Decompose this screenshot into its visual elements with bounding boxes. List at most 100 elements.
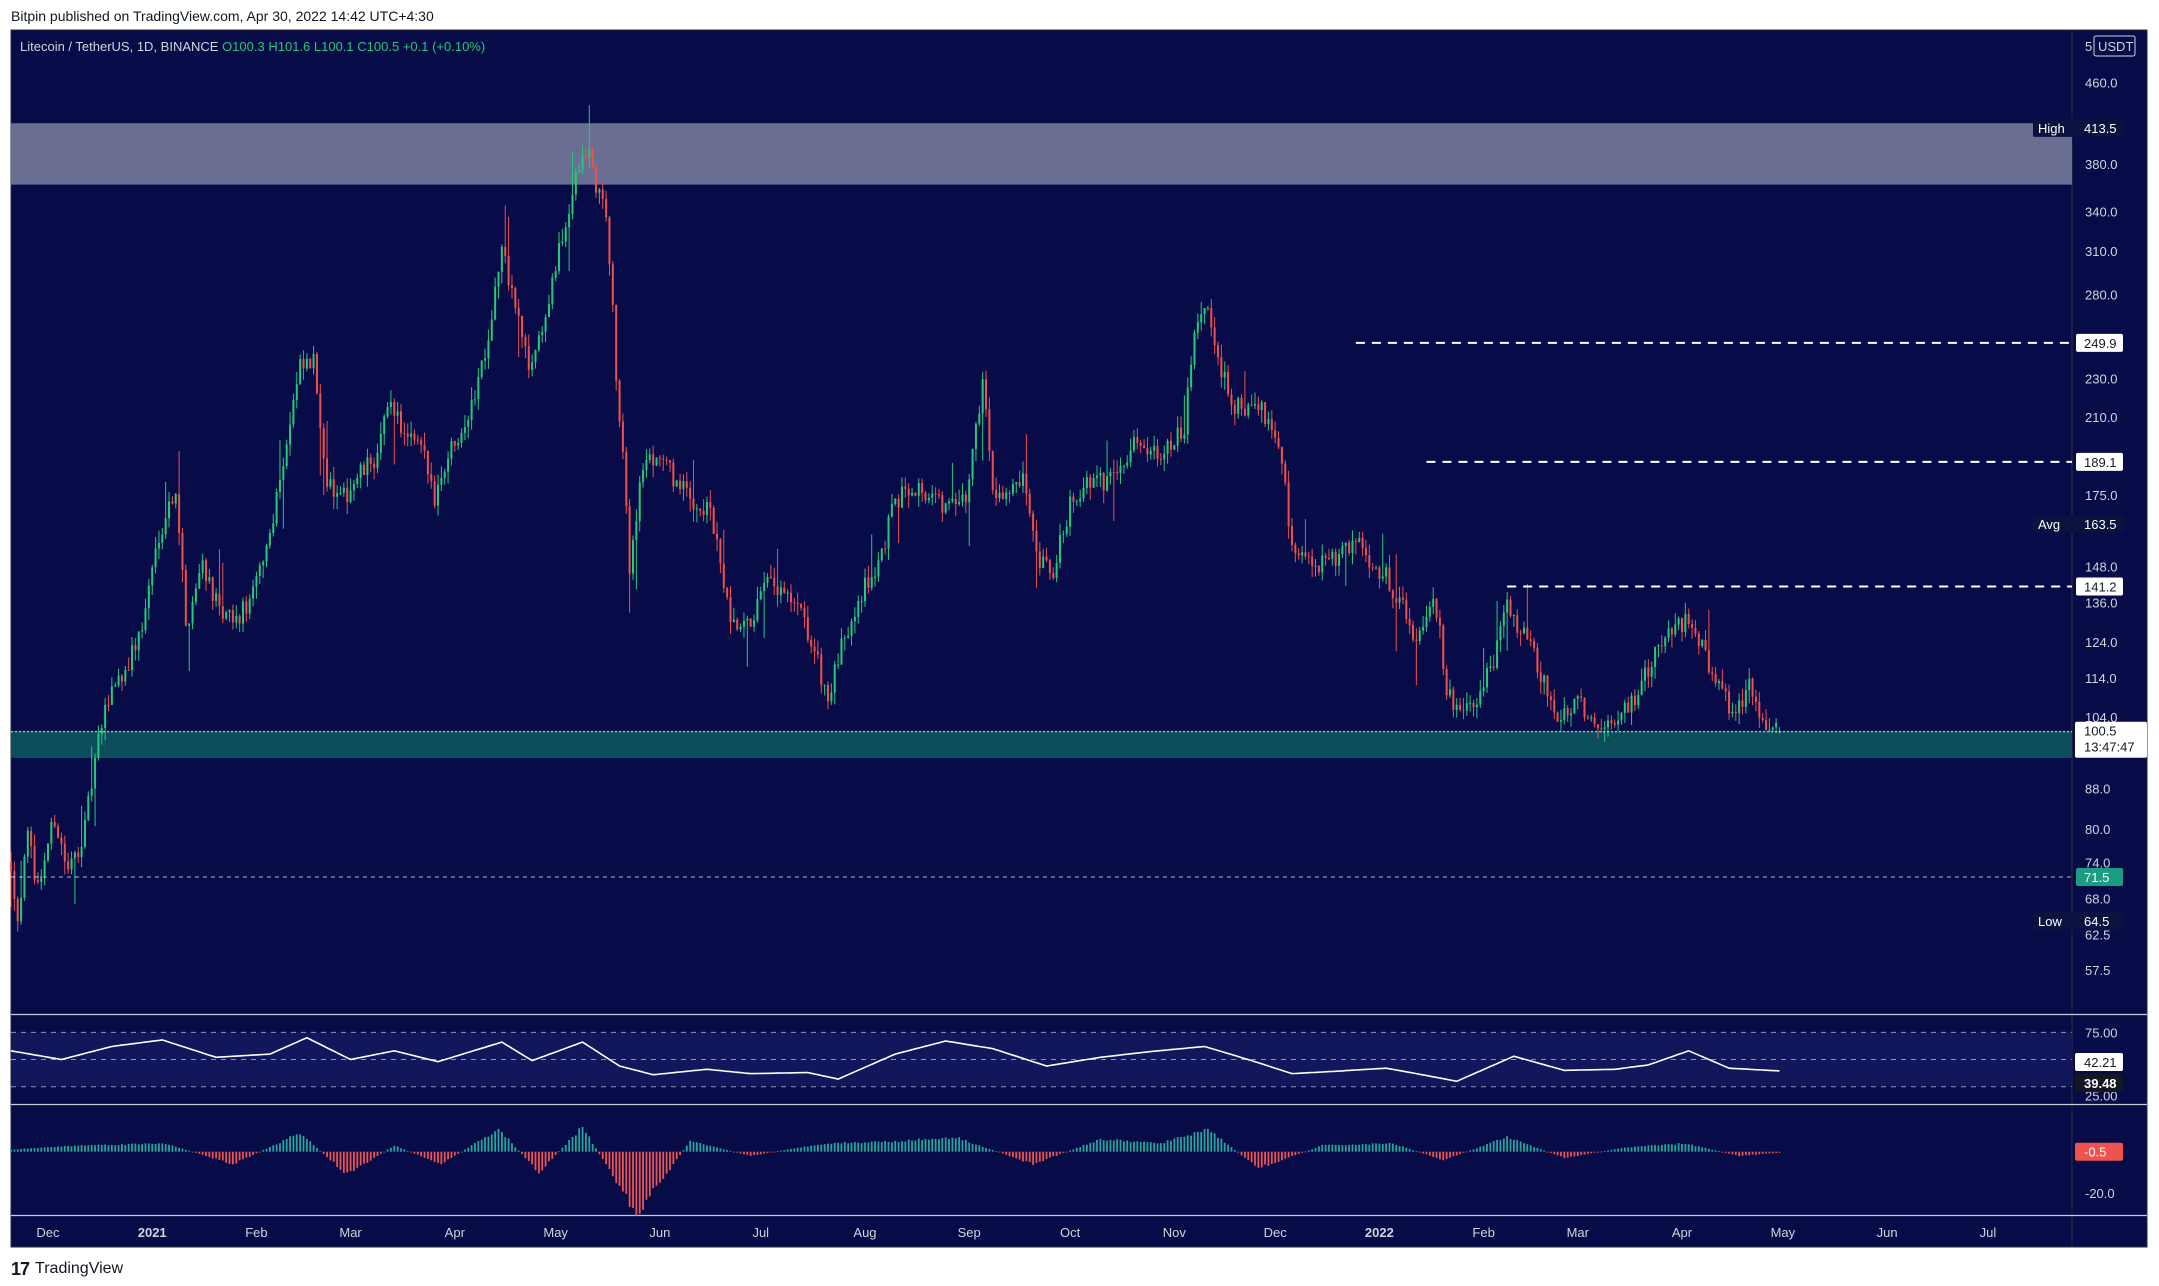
macd-bar bbox=[511, 1143, 513, 1152]
macd-bar bbox=[1052, 1151, 1055, 1157]
macd-bar bbox=[769, 1151, 772, 1153]
candle-body bbox=[1375, 567, 1378, 569]
macd-bar bbox=[255, 1151, 258, 1154]
candle-body bbox=[40, 875, 43, 882]
tradingview-brand[interactable]: 17 TradingView bbox=[11, 1258, 123, 1280]
macd-bar bbox=[1613, 1149, 1616, 1152]
macd-bar bbox=[433, 1151, 436, 1162]
candle-body bbox=[601, 189, 604, 199]
macd-bar bbox=[1442, 1151, 1445, 1161]
macd-bar bbox=[36, 1148, 39, 1152]
candle-body bbox=[793, 602, 796, 604]
legend-symbol: Litecoin / TetherUS, 1D, BINANCE bbox=[20, 39, 222, 54]
candle-body bbox=[1062, 534, 1065, 536]
macd-bar bbox=[26, 1148, 29, 1152]
macd-bar bbox=[275, 1144, 278, 1152]
macd-bar bbox=[87, 1145, 90, 1152]
macd-bar bbox=[33, 1147, 36, 1152]
rsi-line bbox=[10, 1036, 1780, 1083]
support-zone bbox=[11, 730, 2072, 758]
candle-body bbox=[716, 533, 719, 540]
candle-body bbox=[1472, 702, 1475, 708]
candle-body bbox=[813, 646, 816, 652]
candle-body bbox=[786, 592, 789, 594]
macd-bar bbox=[1045, 1151, 1048, 1159]
candle-body bbox=[645, 459, 648, 470]
candle-body bbox=[477, 377, 480, 400]
macd-bar bbox=[938, 1139, 940, 1152]
macd-bar bbox=[1203, 1129, 1206, 1152]
macd-bar bbox=[574, 1135, 577, 1152]
macd-bar bbox=[1173, 1138, 1176, 1152]
candle-body bbox=[248, 598, 251, 614]
candle-body bbox=[746, 618, 749, 621]
rsi-value-box-2 bbox=[2075, 1073, 2123, 1092]
candle-body bbox=[1546, 675, 1549, 697]
macd-bar bbox=[763, 1151, 766, 1154]
macd-bar bbox=[262, 1149, 265, 1152]
candle-body bbox=[1005, 492, 1008, 500]
macd-bar bbox=[1008, 1151, 1011, 1157]
candle-body bbox=[1159, 458, 1162, 460]
macd-bar bbox=[198, 1151, 201, 1154]
macd-bar bbox=[561, 1147, 564, 1152]
candle-body bbox=[1492, 666, 1495, 669]
macd-bar bbox=[1704, 1147, 1707, 1152]
macd-bar bbox=[322, 1151, 325, 1154]
macd-bar bbox=[658, 1151, 661, 1183]
candle-body bbox=[779, 587, 782, 596]
macd-bar bbox=[1418, 1151, 1421, 1153]
candle-body bbox=[722, 563, 725, 588]
macd-bar bbox=[884, 1140, 887, 1152]
candle-body bbox=[648, 454, 651, 460]
candle-body bbox=[1637, 694, 1640, 706]
macd-bar bbox=[245, 1151, 248, 1158]
macd-bar bbox=[349, 1151, 352, 1171]
candle-body bbox=[490, 319, 493, 341]
macd-bar bbox=[1119, 1139, 1122, 1152]
candle-body bbox=[1539, 672, 1542, 683]
macd-bar bbox=[312, 1145, 315, 1152]
candle-body bbox=[689, 487, 692, 499]
macd-bar bbox=[1018, 1151, 1021, 1160]
macd-bar bbox=[877, 1141, 880, 1152]
candle-body bbox=[1378, 567, 1381, 579]
macd-bar bbox=[874, 1141, 876, 1152]
candle-body bbox=[278, 480, 281, 492]
candle-body bbox=[379, 433, 382, 453]
macd-bar bbox=[1085, 1144, 1088, 1152]
time-tick-aug: Aug bbox=[853, 1225, 876, 1240]
current-price-label: 100.5 bbox=[2084, 724, 2117, 739]
macd-bar bbox=[1627, 1147, 1630, 1152]
macd-bar bbox=[1462, 1151, 1465, 1153]
macd-bar bbox=[598, 1151, 601, 1155]
macd-bar bbox=[1143, 1141, 1145, 1152]
macd-bar bbox=[114, 1145, 117, 1152]
macd-bar bbox=[756, 1151, 759, 1155]
candle-body bbox=[400, 411, 403, 433]
macd-bar bbox=[201, 1151, 204, 1155]
macd-bar bbox=[63, 1145, 66, 1152]
candle-body bbox=[1307, 556, 1310, 558]
price-tick-label: 210.0 bbox=[2085, 410, 2118, 425]
candle-body bbox=[110, 686, 113, 705]
candle-body bbox=[1358, 537, 1361, 542]
candle-body bbox=[803, 607, 806, 617]
macd-bar bbox=[864, 1142, 866, 1152]
candle-body bbox=[769, 576, 772, 579]
macd-bar bbox=[1055, 1151, 1058, 1156]
candle-body bbox=[73, 852, 76, 859]
macd-bar bbox=[1038, 1151, 1041, 1162]
time-tick-may: May bbox=[1771, 1225, 1796, 1240]
macd-bar bbox=[1432, 1151, 1435, 1157]
candle-body bbox=[467, 419, 470, 428]
candle-body bbox=[1633, 695, 1636, 706]
candle-body bbox=[1230, 394, 1233, 405]
marker-label-low: Low bbox=[2038, 914, 2062, 929]
macd-bar bbox=[1338, 1145, 1340, 1152]
time-tick-apr: Apr bbox=[445, 1225, 466, 1240]
macd-bar bbox=[1761, 1151, 1764, 1154]
macd-bar bbox=[813, 1145, 816, 1152]
candle-body bbox=[1758, 701, 1761, 718]
